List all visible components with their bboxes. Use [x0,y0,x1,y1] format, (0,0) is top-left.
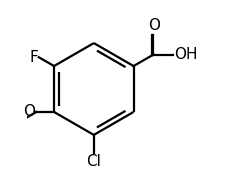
Text: OH: OH [173,47,196,62]
Text: O: O [147,18,159,33]
Text: O: O [23,104,35,119]
Text: Cl: Cl [86,154,101,169]
Text: F: F [29,50,38,65]
